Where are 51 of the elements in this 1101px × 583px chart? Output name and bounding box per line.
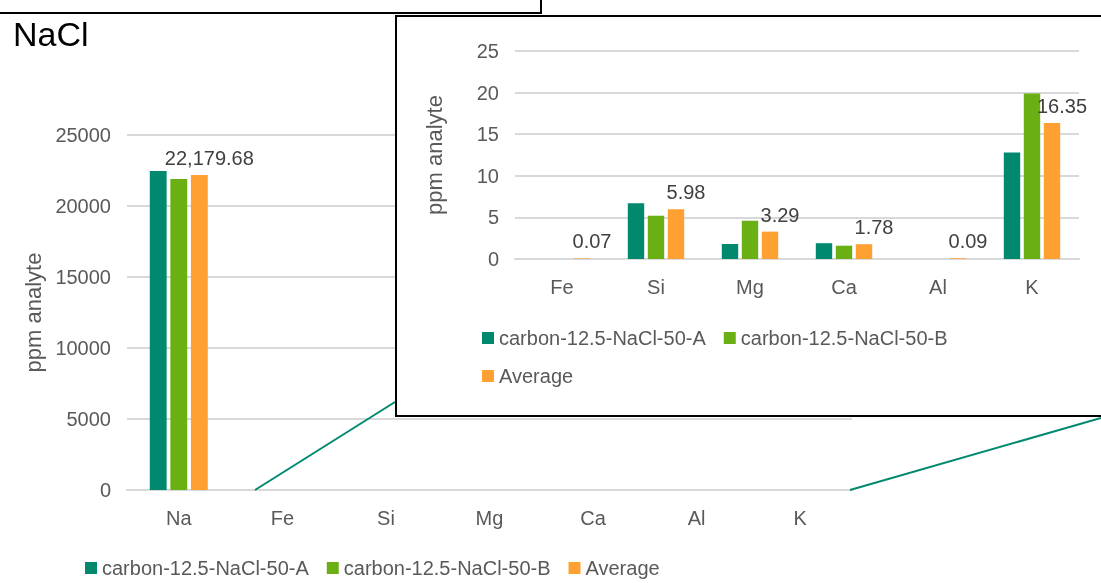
y-tick-label: 0 xyxy=(487,248,499,270)
y-tick-label: 15 xyxy=(476,123,499,146)
y-axis-title: ppm analyte xyxy=(421,95,447,215)
bar xyxy=(815,243,833,259)
bar xyxy=(1043,122,1061,259)
y-tick-label: 25 xyxy=(476,40,499,62)
bar xyxy=(1003,152,1021,259)
x-tick-label: Mg xyxy=(736,276,764,298)
y-tick-label: 25000 xyxy=(55,124,111,146)
y-tick-label: 5 xyxy=(487,206,499,229)
y-tick-label: 10 xyxy=(476,164,499,187)
data-label: 0.07 xyxy=(572,230,612,253)
y-tick-label: 0 xyxy=(99,479,111,501)
data-label: 1.78 xyxy=(854,216,894,239)
x-tick-label: Si xyxy=(647,276,665,298)
data-label: 22,179.68 xyxy=(164,147,254,170)
y-tick-label: 10000 xyxy=(55,337,111,359)
y-tick-label: 5000 xyxy=(66,408,111,430)
x-tick-label: K xyxy=(1025,276,1040,298)
legend-label: carbon-12.5-NaCl-50-A xyxy=(499,327,707,349)
legend-label: Average xyxy=(499,365,574,387)
x-tick-label: Ca xyxy=(580,507,607,529)
x-tick-label: Mg xyxy=(475,507,504,529)
x-tick-label: K xyxy=(793,507,808,529)
legend-label: carbon-12.5-NaCl-50-B xyxy=(740,327,948,349)
data-label: 3.29 xyxy=(760,203,800,226)
bar xyxy=(835,245,853,259)
x-tick-label: Na xyxy=(166,507,193,529)
legend-label: carbon-12.5-NaCl-50-A xyxy=(102,557,310,579)
data-label: 0.09 xyxy=(948,230,988,253)
data-label: 5.98 xyxy=(666,181,706,204)
bar xyxy=(855,244,873,259)
x-tick-label: Fe xyxy=(270,507,295,529)
x-tick-label: Si xyxy=(377,507,395,529)
legend-label: carbon-12.5-NaCl-50-B xyxy=(343,557,551,579)
y-tick-label: 20000 xyxy=(55,195,111,217)
y-axis-title: ppm analyte xyxy=(20,252,46,373)
bar xyxy=(627,203,645,259)
x-tick-label: Fe xyxy=(550,276,574,298)
x-tick-label: Ca xyxy=(831,276,858,298)
bar xyxy=(721,244,739,259)
y-tick-label: 15000 xyxy=(55,266,111,288)
bar xyxy=(761,231,779,259)
legend-label: Average xyxy=(585,557,660,579)
y-tick-label: 20 xyxy=(476,81,499,104)
bar xyxy=(667,209,685,259)
bar xyxy=(741,220,759,259)
bar xyxy=(647,215,665,259)
x-tick-label: Al xyxy=(687,507,706,529)
x-tick-label: Al xyxy=(929,276,947,298)
chart-title: NaCl xyxy=(13,15,89,53)
